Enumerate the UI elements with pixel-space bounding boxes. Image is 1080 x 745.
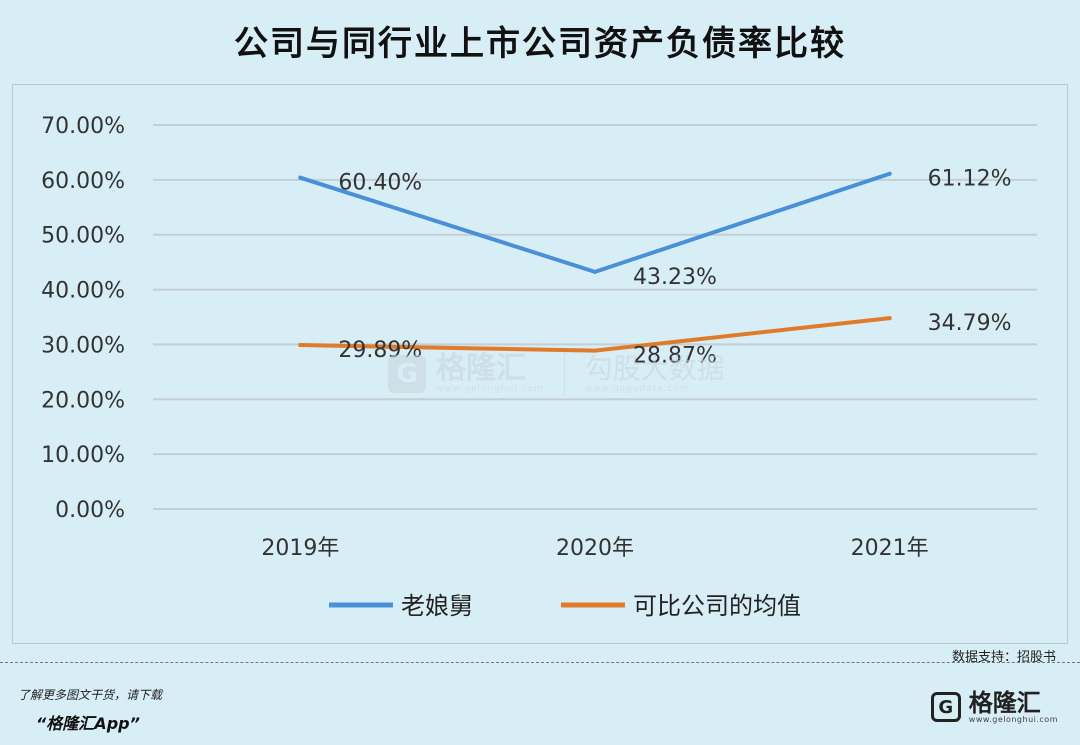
- data-point: [887, 171, 892, 176]
- brand-url: www.gelonghui.com: [968, 714, 1058, 724]
- data-source-note: 数据支持：招股书: [951, 650, 1056, 665]
- data-point: [593, 348, 597, 353]
- data-label: 61.12%: [928, 167, 1012, 192]
- y-tick-label: 0.00%: [55, 498, 125, 523]
- line-chart: 0.00% 10.00% 20.00% 30.00% 40.00% 50.00% 60.00…: [41, 114, 1037, 620]
- brand-name: 格隆汇: [968, 688, 1041, 717]
- legend-label: 老娘舅: [401, 592, 473, 620]
- brand-logo-icon: G: [930, 692, 961, 722]
- watermark-brand: 格隆汇: [436, 351, 526, 386]
- y-tick-label: 70.00%: [41, 114, 125, 139]
- y-tick-label: 20.00%: [41, 388, 125, 413]
- promo-text: 了解更多图文干货，请下载: [18, 688, 163, 702]
- data-label: 28.87%: [633, 344, 717, 369]
- watermark: G 格隆汇 www.gelonghui.com 勾股大数据 www.goguda…: [388, 352, 725, 396]
- promo-app-name: “格隆汇App”: [36, 714, 140, 733]
- y-tick-label: 60.00%: [41, 169, 125, 194]
- y-tick-label: 40.00%: [41, 279, 125, 304]
- footer-divider: [0, 662, 1080, 663]
- watermark-separator: [563, 352, 565, 396]
- data-label: 34.79%: [928, 311, 1012, 336]
- y-tick-label: 30.00%: [41, 333, 125, 358]
- watermark-url-secondary: www.gogudata.com: [584, 384, 690, 394]
- chart-title: 公司与同行业上市公司资产负债率比较: [234, 24, 846, 64]
- data-point: [298, 175, 303, 180]
- data-point: [887, 316, 892, 321]
- data-point: [593, 269, 597, 274]
- chart-panel: 0.00% 10.00% 20.00% 30.00% 40.00% 50.00% 60.00…: [12, 84, 1068, 644]
- watermark-logo-icon: G: [388, 355, 426, 393]
- legend-label: 可比公司的均值: [633, 592, 801, 620]
- y-tick-label: 10.00%: [41, 443, 125, 468]
- data-label: 60.40%: [338, 171, 422, 196]
- x-tick-label: 2019年: [261, 536, 339, 561]
- data-label: 43.23%: [633, 265, 717, 290]
- x-tick-label: 2021年: [851, 536, 929, 561]
- watermark-brand-secondary: 勾股大数据: [584, 352, 725, 385]
- watermark-url: www.gelonghui.com: [436, 384, 544, 394]
- data-point: [298, 343, 303, 348]
- brand-logo[interactable]: G 格隆汇 www.gelonghui.com: [930, 688, 1058, 724]
- y-tick-label: 50.00%: [41, 224, 125, 249]
- x-tick-label: 2020年: [556, 536, 634, 561]
